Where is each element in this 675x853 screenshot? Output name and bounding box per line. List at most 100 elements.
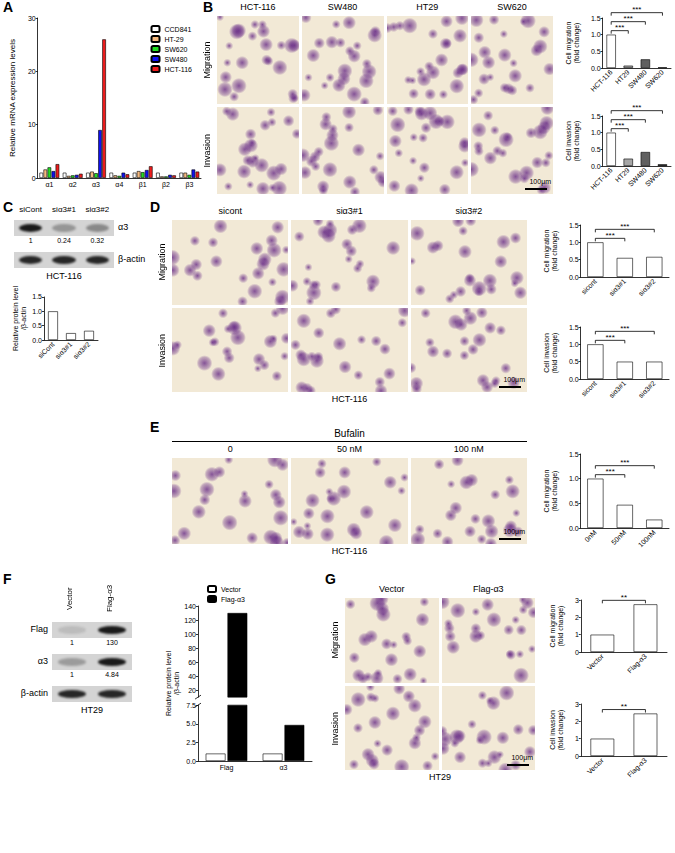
svg-text:/β-actin: /β-actin <box>173 672 181 695</box>
svg-text:1.5: 1.5 <box>569 222 579 229</box>
svg-text:1.5: 1.5 <box>32 293 42 300</box>
svg-text:***: *** <box>620 324 629 333</box>
svg-text:HT-29: HT-29 <box>165 36 184 43</box>
svg-text:Cell migration: Cell migration <box>565 21 573 64</box>
svg-text:0.0: 0.0 <box>569 376 579 383</box>
svg-text:2: 2 <box>575 718 579 725</box>
svg-text:α2: α2 <box>69 181 77 188</box>
svg-text:(fold change): (fold change) <box>551 333 559 374</box>
svg-text:7.5: 7.5 <box>186 702 196 709</box>
svg-text:0.5: 0.5 <box>569 358 579 365</box>
svg-text:**: ** <box>621 702 627 711</box>
svg-text:Relative mRNA expression level: Relative mRNA expression levels <box>8 39 17 157</box>
svg-text:3: 3 <box>575 597 579 604</box>
svg-text:0.0: 0.0 <box>32 337 42 344</box>
svg-text:***: *** <box>605 333 614 342</box>
svg-text:SW620: SW620 <box>165 46 188 53</box>
svg-text:1.5: 1.5 <box>569 324 579 331</box>
svg-text:0.5: 0.5 <box>591 48 601 55</box>
svg-text:/β-actin: /β-actin <box>20 307 28 330</box>
svg-text:Relative protein level: Relative protein level <box>12 286 20 351</box>
svg-text:1.0: 1.0 <box>591 129 601 136</box>
svg-text:0.0: 0.0 <box>569 525 579 532</box>
svg-text:***: *** <box>615 121 624 130</box>
svg-text:sicont: sicont <box>580 379 598 397</box>
svg-text:***: *** <box>620 458 629 467</box>
svg-text:Cell migration: Cell migration <box>543 469 551 512</box>
svg-text:1.5: 1.5 <box>591 15 601 22</box>
svg-text:0.5: 0.5 <box>591 146 601 153</box>
svg-text:0: 0 <box>32 175 36 182</box>
svg-text:1: 1 <box>575 631 579 638</box>
svg-text:***: *** <box>615 23 624 32</box>
svg-text:120: 120 <box>184 617 196 624</box>
svg-text:(fold change): (fold change) <box>551 231 559 272</box>
svg-text:siα3#2: siα3#2 <box>72 340 92 360</box>
svg-text:Cell migration: Cell migration <box>543 229 551 272</box>
svg-text:***: *** <box>605 467 614 476</box>
svg-text:Cell invasion: Cell invasion <box>543 333 550 373</box>
svg-text:0.5: 0.5 <box>32 322 42 329</box>
svg-text:***: *** <box>624 112 633 121</box>
svg-text:(fold change): (fold change) <box>551 471 559 512</box>
svg-text:2: 2 <box>575 614 579 621</box>
svg-text:siα3#2: siα3#2 <box>637 277 657 297</box>
svg-text:20: 20 <box>28 68 36 75</box>
svg-text:20: 20 <box>188 687 196 694</box>
svg-text:Flag-α3: Flag-α3 <box>221 596 245 604</box>
svg-text:α3: α3 <box>92 181 100 188</box>
svg-text:0.0: 0.0 <box>591 65 601 72</box>
svg-text:40: 40 <box>188 673 196 680</box>
svg-text:(fold change): (fold change) <box>573 23 581 64</box>
svg-text:siCont: siCont <box>37 340 56 359</box>
svg-text:0.0: 0.0 <box>186 758 196 765</box>
svg-text:30: 30 <box>28 15 36 22</box>
svg-text:sicont: sicont <box>580 277 598 295</box>
svg-text:0.0: 0.0 <box>569 274 579 281</box>
svg-text:siα3#2: siα3#2 <box>637 379 657 399</box>
svg-text:Vector: Vector <box>221 586 242 593</box>
svg-text:Cell invasion: Cell invasion <box>565 121 572 161</box>
svg-text:***: *** <box>632 5 641 14</box>
svg-text:***: *** <box>624 14 633 23</box>
svg-text:0nM: 0nM <box>583 528 598 543</box>
svg-text:0: 0 <box>575 649 579 656</box>
svg-text:1.0: 1.0 <box>569 341 579 348</box>
svg-text:60: 60 <box>188 659 196 666</box>
svg-text:Cell migration: Cell migration <box>549 604 557 647</box>
svg-text:***: *** <box>632 103 641 112</box>
svg-text:Flag-α3: Flag-α3 <box>626 756 649 779</box>
svg-text:1.0: 1.0 <box>32 308 42 315</box>
svg-text:140: 140 <box>184 603 196 610</box>
svg-text:1.0: 1.0 <box>591 31 601 38</box>
svg-text:(fold change): (fold change) <box>573 121 581 162</box>
svg-text:SW480: SW480 <box>165 56 188 63</box>
svg-text:80: 80 <box>188 645 196 652</box>
svg-text:α3: α3 <box>280 764 288 771</box>
svg-text:1.0: 1.0 <box>569 475 579 482</box>
svg-text:50nM: 50nM <box>610 528 627 545</box>
svg-text:100: 100 <box>184 631 196 638</box>
svg-text:β2: β2 <box>162 181 170 189</box>
svg-text:1.5: 1.5 <box>569 451 579 458</box>
svg-text:**: ** <box>621 593 627 602</box>
svg-text:100nM: 100nM <box>637 528 657 548</box>
svg-text:0.0: 0.0 <box>591 163 601 170</box>
svg-text:0.5: 0.5 <box>569 256 579 263</box>
svg-text:0.5: 0.5 <box>569 500 579 507</box>
svg-text:α1: α1 <box>45 181 53 188</box>
svg-text:3: 3 <box>575 701 579 708</box>
svg-text:2.5: 2.5 <box>186 739 196 746</box>
svg-text:***: *** <box>605 231 614 240</box>
svg-text:Cell invasion: Cell invasion <box>549 710 556 750</box>
svg-text:HCT-116: HCT-116 <box>589 68 613 92</box>
svg-text:1.0: 1.0 <box>569 239 579 246</box>
svg-text:0: 0 <box>575 753 579 760</box>
svg-text:HCT-116: HCT-116 <box>165 66 193 73</box>
svg-text:siα3#1: siα3#1 <box>608 379 628 399</box>
svg-text:Flag: Flag <box>220 764 234 772</box>
svg-text:1: 1 <box>575 735 579 742</box>
svg-text:siα3#1: siα3#1 <box>608 277 628 297</box>
svg-text:HCT-116: HCT-116 <box>589 166 613 190</box>
svg-text:β1: β1 <box>139 181 147 189</box>
